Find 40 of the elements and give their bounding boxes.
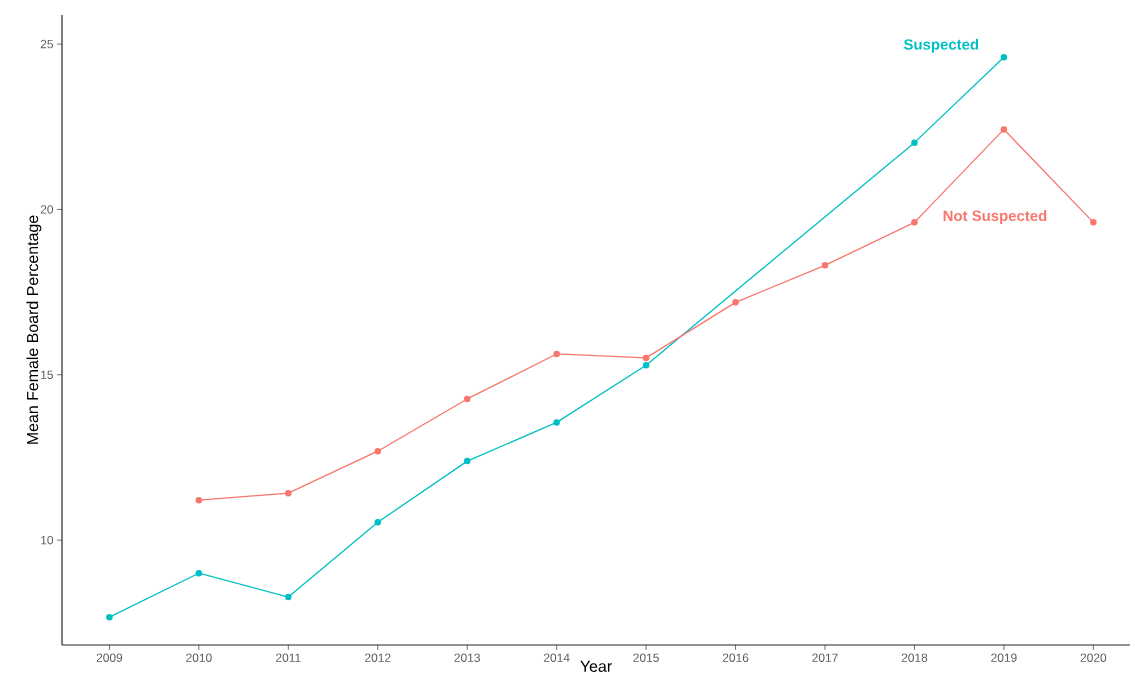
x-tick-label: 2017 [812,653,838,662]
point [553,419,560,426]
x-tick-label: 2014 [543,653,570,662]
point [1000,126,1008,133]
point [463,457,471,465]
point [285,489,292,497]
point [821,262,829,269]
y-axis-title: Mean Female Board Percentage [26,215,42,444]
x-tick-label: 2012 [365,653,391,662]
y-tick-label: 20 [40,205,54,214]
point [374,519,382,526]
point [195,569,203,577]
point [642,361,650,369]
x-tick-label: 2015 [633,653,659,662]
x-tick-label: 2016 [722,653,749,662]
series-label: Not Suspected [943,210,1047,224]
point [1000,54,1008,61]
point [285,593,292,601]
x-tick-label: 2010 [186,653,212,662]
point [374,447,382,455]
x-tick-label: 2019 [991,653,1017,662]
y-tick-label: 25 [40,39,53,49]
series-label: Suspected [903,38,979,53]
point [106,613,113,621]
point [911,219,918,226]
x-tick-label: 2009 [96,653,123,662]
x-tick-label: 2018 [901,653,928,662]
x-tick-label: 2013 [454,653,480,662]
point [732,299,739,306]
point [911,139,918,146]
point [1090,219,1097,226]
point [463,395,471,403]
point [553,350,560,358]
point [642,354,650,362]
point [195,496,203,504]
x-tick-label: 2011 [276,653,301,662]
x-tick-label: 2020 [1080,653,1107,662]
y-tick-label: 15 [41,370,53,379]
y-tick-label: 10 [41,535,54,545]
x-axis-title: Year [580,660,612,672]
